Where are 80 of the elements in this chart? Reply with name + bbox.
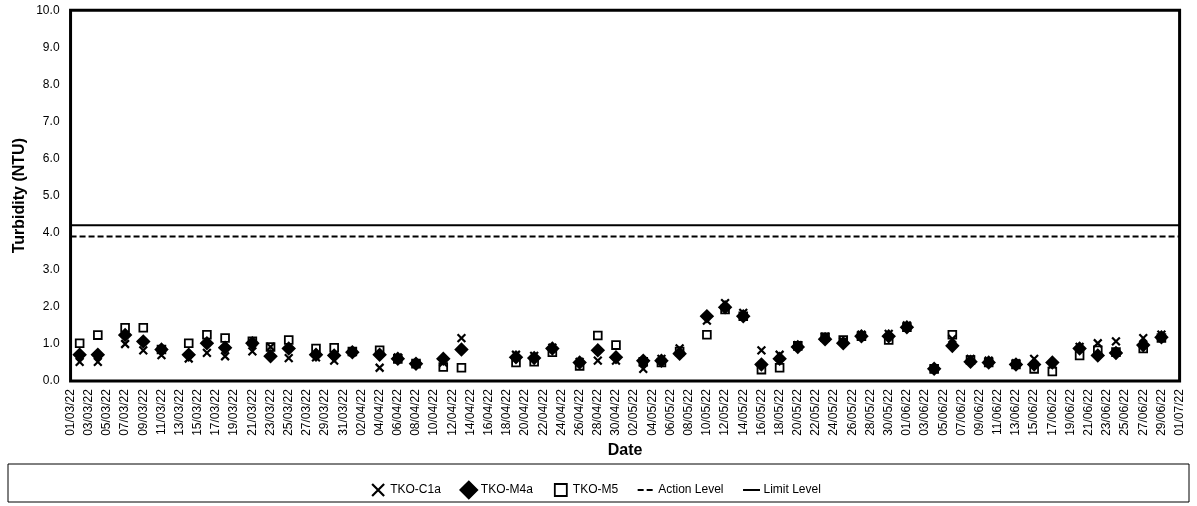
x-tick-label: 26/04/22	[571, 388, 586, 436]
x-tick-label: 01/03/22	[62, 388, 77, 436]
y-tick-label: 2.0	[42, 299, 60, 314]
x-tick-label: 27/03/22	[299, 388, 314, 436]
x-tick-label: 20/05/22	[790, 388, 805, 436]
y-tick-label: 0.0	[42, 373, 60, 388]
x-tick-label: 15/06/22	[1026, 388, 1041, 436]
x-tick-label: 06/05/22	[662, 388, 677, 436]
x-tick-label: 15/03/22	[190, 388, 205, 436]
x-tick-label: 10/04/22	[426, 388, 441, 436]
x-tick-label: 11/03/22	[153, 388, 168, 435]
x-tick-label: 05/06/22	[935, 388, 950, 436]
x-tick-label: 21/06/22	[1081, 388, 1096, 436]
x-tick-label: 30/05/22	[881, 388, 896, 436]
y-tick-label: 6.0	[42, 150, 60, 165]
x-tick-label: 03/03/22	[81, 388, 96, 436]
x-tick-label: 09/03/22	[135, 388, 150, 436]
x-tick-label: 03/06/22	[917, 388, 932, 436]
x-tick-label: 21/03/22	[244, 388, 259, 436]
legend-label: Limit Level	[763, 482, 821, 497]
x-tick-label: 11/06/22	[990, 388, 1005, 435]
x-tick-label: 07/03/22	[117, 388, 132, 436]
x-tick-label: 04/05/22	[644, 388, 659, 436]
x-tick-label: 16/05/22	[753, 388, 768, 436]
x-tick-label: 06/04/22	[390, 388, 405, 436]
x-tick-label: 14/05/22	[735, 388, 750, 436]
x-tick-label: 01/06/22	[899, 388, 914, 436]
x-tick-label: 12/05/22	[717, 388, 732, 436]
x-axis-title: Date	[607, 440, 643, 458]
x-tick-label: 04/04/22	[371, 388, 386, 436]
y-axis-title: Turbidity (NTU)	[10, 138, 28, 254]
x-tick-label: 08/04/22	[408, 388, 423, 436]
x-tick-label: 18/05/22	[771, 388, 786, 436]
x-tick-label: 28/05/22	[862, 388, 877, 436]
y-tick-label: 5.0	[42, 187, 60, 202]
x-tick-label: 08/05/22	[681, 388, 696, 436]
x-tick-label: 16/04/22	[481, 388, 496, 436]
y-tick-label: 4.0	[42, 225, 60, 240]
y-tick-label: 7.0	[42, 113, 60, 128]
x-tick-label: 17/03/22	[208, 388, 223, 436]
x-tick-label: 23/03/22	[262, 388, 277, 436]
x-tick-label: 30/04/22	[608, 388, 623, 436]
y-tick-label: 10.0	[36, 2, 60, 17]
x-tick-label: 25/06/22	[1117, 388, 1132, 436]
x-tick-label: 29/06/22	[1153, 388, 1168, 436]
x-tick-label: 18/04/22	[499, 388, 514, 436]
x-tick-label: 05/03/22	[99, 388, 114, 436]
y-tick-label: 3.0	[42, 262, 60, 277]
x-tick-label: 22/04/22	[535, 388, 550, 436]
x-tick-label: 17/06/22	[1044, 388, 1059, 436]
x-tick-label: 22/05/22	[808, 388, 823, 436]
y-tick-label: 1.0	[42, 336, 60, 351]
x-tick-label: 09/06/22	[971, 388, 986, 436]
x-tick-label: 24/05/22	[826, 388, 841, 436]
x-tick-label: 28/04/22	[590, 388, 605, 436]
x-tick-label: 27/06/22	[1135, 388, 1150, 436]
x-tick-label: 10/05/22	[699, 388, 714, 436]
x-tick-label: 01/07/22	[1171, 388, 1186, 436]
x-tick-label: 02/04/22	[353, 388, 368, 436]
x-tick-label: 13/03/22	[171, 388, 186, 436]
x-tick-label: 02/05/22	[626, 388, 641, 436]
x-tick-label: 07/06/22	[953, 388, 968, 436]
legend-label: TKO-M4a	[480, 482, 534, 497]
x-tick-label: 19/06/22	[1062, 388, 1077, 436]
y-tick-label: 9.0	[42, 39, 60, 54]
x-tick-label: 14/04/22	[462, 388, 477, 436]
x-tick-label: 19/03/22	[226, 388, 241, 436]
legend-label: TKO-C1a	[390, 482, 442, 497]
y-tick-label: 8.0	[42, 76, 60, 91]
x-tick-label: 25/03/22	[281, 388, 296, 436]
legend-label: TKO-M5	[572, 482, 619, 497]
x-tick-label: 23/06/22	[1099, 388, 1114, 436]
legend-label: Action Level	[658, 482, 724, 497]
x-tick-label: 13/06/22	[1008, 388, 1023, 436]
x-tick-label: 12/04/22	[444, 388, 459, 436]
x-tick-label: 20/04/22	[517, 388, 532, 436]
x-tick-label: 24/04/22	[553, 388, 568, 436]
x-tick-label: 26/05/22	[844, 388, 859, 436]
x-tick-label: 31/03/22	[335, 388, 350, 436]
x-tick-label: 29/03/22	[317, 388, 332, 436]
